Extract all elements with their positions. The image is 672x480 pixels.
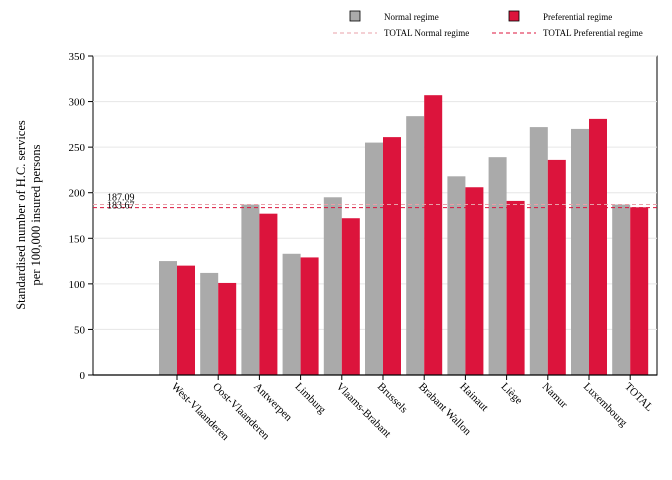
bar-preferential: [465, 187, 484, 375]
bar-normal: [406, 116, 425, 375]
bar-preferential: [589, 118, 607, 375]
y-tick-label: 250: [69, 142, 86, 154]
legend-swatch-normal: [349, 10, 361, 22]
y-axis-label: Standardised number of H.C. services: [14, 120, 28, 310]
x-tick-label: Limburg: [292, 381, 328, 417]
bar-normal: [447, 176, 466, 375]
bar-preferential: [630, 207, 649, 375]
y-tick-label: 50: [74, 324, 86, 336]
x-tick-label: Antwerpen: [251, 381, 294, 424]
legend-label: TOTAL Preferential regime: [543, 28, 643, 38]
y-axis-label: per 100,000 insured persons: [29, 144, 43, 285]
bar-normal: [571, 128, 589, 375]
bar-normal: [488, 157, 507, 375]
x-tick-label: TOTAL: [622, 381, 655, 414]
legend-label: Preferential regime: [543, 12, 612, 22]
bar-normal: [241, 204, 260, 375]
y-tick-label: 300: [69, 97, 86, 109]
bar-normal: [159, 261, 177, 375]
bar-normal: [323, 197, 342, 375]
x-tick-label: Liège: [498, 381, 524, 407]
reference-line-label: 183.67: [107, 201, 135, 212]
bar-preferential: [547, 159, 566, 375]
bar-normal: [282, 253, 301, 375]
x-tick-label: Namur: [540, 381, 570, 411]
bar-preferential: [341, 218, 360, 375]
x-tick-label: Hainaut: [457, 381, 490, 414]
bar-preferential: [218, 282, 237, 375]
bar-preferential: [506, 200, 525, 375]
y-tick-label: 200: [69, 188, 86, 200]
x-tick-label: Brussels: [375, 381, 410, 416]
bar-preferential: [383, 137, 401, 375]
bar-normal: [612, 204, 631, 375]
legend-label: TOTAL Normal regime: [384, 28, 469, 38]
bar-preferential: [300, 257, 319, 375]
y-tick-label: 350: [69, 51, 86, 63]
bar-normal: [200, 272, 219, 375]
legend-swatch-preferential: [508, 10, 520, 22]
legend-label: Normal regime: [384, 12, 439, 22]
y-tick-label: 0: [80, 370, 86, 382]
bar-preferential: [177, 265, 195, 375]
bar-preferential: [424, 95, 443, 375]
reference-line-label: 187.09: [107, 192, 135, 203]
bar-preferential: [259, 213, 278, 375]
bar-normal: [365, 142, 383, 375]
y-tick-label: 100: [69, 279, 86, 291]
y-tick-label: 150: [69, 233, 86, 245]
bar-normal: [529, 127, 548, 375]
